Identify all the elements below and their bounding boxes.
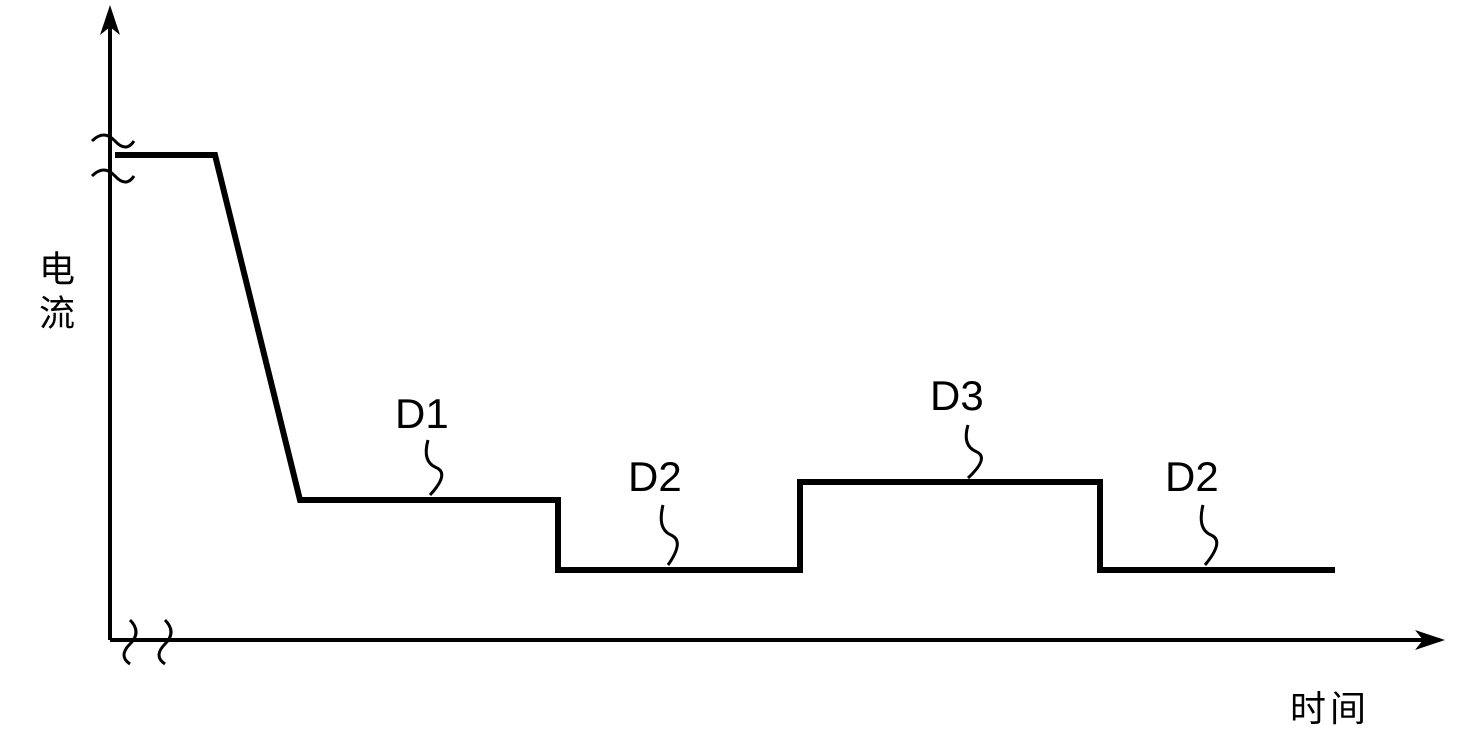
x-axis-label: 时间 (1290, 680, 1370, 732)
segment-label-d1: D1 (395, 390, 449, 438)
segment-label-d3: D3 (930, 372, 984, 420)
segment-label-d2-first: D2 (628, 453, 682, 501)
y-axis-label: 电流 (28, 250, 80, 338)
segment-label-d2-second: D2 (1165, 453, 1219, 501)
chart-svg (0, 0, 1473, 729)
chart-container: 电流 时间 D1 D2 D3 D2 (0, 0, 1473, 729)
